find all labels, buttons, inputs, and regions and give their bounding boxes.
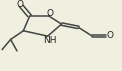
Text: NH: NH — [43, 36, 57, 45]
Text: O: O — [46, 9, 53, 18]
Text: O: O — [17, 0, 24, 9]
Text: O: O — [107, 31, 114, 40]
